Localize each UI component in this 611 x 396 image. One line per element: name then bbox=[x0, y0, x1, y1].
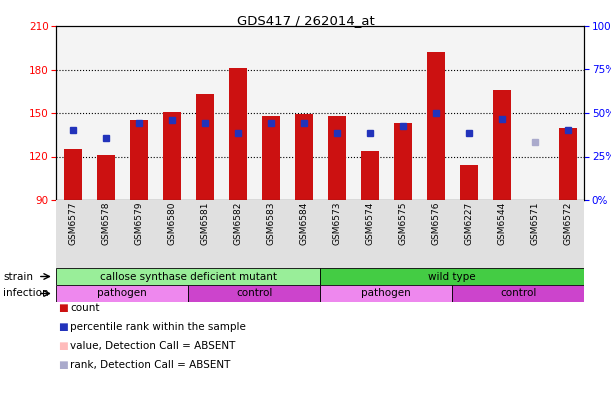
Text: count: count bbox=[70, 303, 100, 313]
Bar bbox=[386, 26, 419, 200]
Bar bbox=[353, 200, 386, 268]
Bar bbox=[551, 26, 584, 200]
Bar bbox=[558, 128, 577, 200]
Text: GSM6584: GSM6584 bbox=[299, 201, 308, 245]
Bar bbox=[492, 90, 511, 200]
Text: callose synthase deficient mutant: callose synthase deficient mutant bbox=[100, 272, 277, 282]
Bar bbox=[89, 200, 122, 268]
Bar bbox=[56, 26, 89, 200]
Text: strain: strain bbox=[3, 272, 33, 282]
Text: GDS417 / 262014_at: GDS417 / 262014_at bbox=[236, 14, 375, 27]
Bar bbox=[459, 165, 478, 200]
Bar bbox=[122, 26, 155, 200]
Text: GSM6577: GSM6577 bbox=[68, 201, 77, 245]
Text: infection: infection bbox=[3, 289, 49, 299]
Bar bbox=[518, 200, 551, 268]
Bar bbox=[64, 149, 82, 200]
Bar bbox=[353, 26, 386, 200]
Bar bbox=[196, 94, 214, 200]
Bar bbox=[221, 26, 254, 200]
Bar bbox=[254, 26, 287, 200]
Text: GSM6582: GSM6582 bbox=[233, 201, 242, 245]
Bar bbox=[327, 116, 346, 200]
Bar bbox=[56, 268, 320, 285]
Bar bbox=[155, 26, 188, 200]
Bar bbox=[254, 200, 287, 268]
Bar bbox=[287, 26, 320, 200]
Bar bbox=[262, 116, 280, 200]
Text: control: control bbox=[500, 289, 536, 299]
Bar bbox=[551, 200, 584, 268]
Bar bbox=[163, 112, 181, 200]
Text: GSM6578: GSM6578 bbox=[101, 201, 110, 245]
Text: rank, Detection Call = ABSENT: rank, Detection Call = ABSENT bbox=[70, 360, 230, 370]
Text: GSM6573: GSM6573 bbox=[332, 201, 341, 245]
Text: pathogen: pathogen bbox=[361, 289, 411, 299]
Text: control: control bbox=[236, 289, 273, 299]
Bar bbox=[320, 200, 353, 268]
Bar bbox=[229, 68, 247, 200]
Bar bbox=[188, 285, 320, 302]
Text: GSM6580: GSM6580 bbox=[167, 201, 176, 245]
Bar bbox=[56, 200, 89, 268]
Text: pathogen: pathogen bbox=[97, 289, 147, 299]
Bar bbox=[122, 200, 155, 268]
Bar bbox=[452, 285, 584, 302]
Text: GSM6544: GSM6544 bbox=[497, 201, 506, 245]
Bar bbox=[155, 200, 188, 268]
Bar bbox=[97, 155, 115, 200]
Bar bbox=[419, 200, 452, 268]
Text: ■: ■ bbox=[58, 341, 68, 351]
Bar bbox=[188, 200, 221, 268]
Text: ■: ■ bbox=[58, 360, 68, 370]
Bar bbox=[485, 200, 518, 268]
Bar bbox=[452, 26, 485, 200]
Bar bbox=[386, 200, 419, 268]
Text: GSM6576: GSM6576 bbox=[431, 201, 440, 245]
Bar bbox=[360, 151, 379, 200]
Text: GSM6583: GSM6583 bbox=[266, 201, 275, 245]
Bar bbox=[393, 123, 412, 200]
Text: GSM6572: GSM6572 bbox=[563, 201, 572, 245]
Text: percentile rank within the sample: percentile rank within the sample bbox=[70, 322, 246, 332]
Bar bbox=[518, 26, 551, 200]
Text: GSM6227: GSM6227 bbox=[464, 201, 473, 245]
Bar bbox=[130, 120, 148, 200]
Bar bbox=[320, 26, 353, 200]
Bar bbox=[295, 114, 313, 200]
Text: GSM6574: GSM6574 bbox=[365, 201, 374, 245]
Text: GSM6581: GSM6581 bbox=[200, 201, 209, 245]
Text: GSM6571: GSM6571 bbox=[530, 201, 539, 245]
Bar bbox=[426, 52, 445, 200]
Text: value, Detection Call = ABSENT: value, Detection Call = ABSENT bbox=[70, 341, 236, 351]
Bar bbox=[89, 26, 122, 200]
Text: ■: ■ bbox=[58, 303, 68, 313]
Text: ■: ■ bbox=[58, 322, 68, 332]
Text: GSM6579: GSM6579 bbox=[134, 201, 143, 245]
Bar bbox=[320, 285, 452, 302]
Bar bbox=[188, 26, 221, 200]
Bar bbox=[56, 285, 188, 302]
Bar bbox=[320, 268, 584, 285]
Bar bbox=[221, 200, 254, 268]
Bar bbox=[485, 26, 518, 200]
Text: wild type: wild type bbox=[428, 272, 476, 282]
Bar bbox=[287, 200, 320, 268]
Bar bbox=[452, 200, 485, 268]
Bar bbox=[419, 26, 452, 200]
Text: GSM6575: GSM6575 bbox=[398, 201, 407, 245]
